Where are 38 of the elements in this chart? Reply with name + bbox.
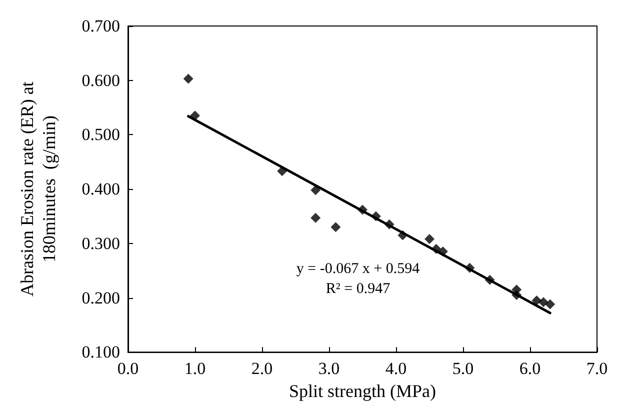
point <box>277 166 288 176</box>
x-tick-label: 1.0 <box>184 359 206 378</box>
y-tick-label: 0.300 <box>82 234 120 253</box>
point <box>431 244 442 254</box>
point <box>512 290 522 300</box>
point <box>484 274 495 285</box>
x-tick-label: 2.0 <box>251 359 273 378</box>
y-tick-label: 0.500 <box>82 125 120 144</box>
point <box>538 297 548 308</box>
x-tick-label: 5.0 <box>452 359 474 378</box>
y-tick-label: 0.700 <box>82 16 120 36</box>
point <box>438 246 448 257</box>
x-tick-label: 4.0 <box>385 359 407 378</box>
point <box>532 295 542 306</box>
point <box>330 222 341 232</box>
point <box>370 211 381 222</box>
y-tick-label: 0.600 <box>82 70 120 90</box>
x-tick-label: 3.0 <box>318 359 340 378</box>
point <box>464 262 475 273</box>
y-tick-label: 0.100 <box>82 342 120 362</box>
x-axis-title: Split strength (MPa) <box>289 381 436 401</box>
x-tick-label: 7.0 <box>586 359 608 378</box>
point <box>310 212 321 223</box>
point <box>310 185 321 196</box>
point <box>190 110 200 121</box>
y-tick-label: 0.400 <box>82 180 120 199</box>
y-tick-label: 0.200 <box>82 288 120 308</box>
point <box>384 219 394 230</box>
x-tick-label: 6.0 <box>519 359 541 378</box>
y-axis-title: Abrasion Erosion rate (ER) at 180minutes (g/min) <box>17 82 59 297</box>
x-tick-label: 0.0 <box>117 359 139 378</box>
point <box>398 230 408 240</box>
point <box>358 204 368 215</box>
annotation: R² = 0.947 <box>326 281 391 297</box>
annotation: y = -0.067 x + 0.594 <box>296 261 420 277</box>
point <box>183 74 194 84</box>
point <box>424 234 434 244</box>
point <box>545 299 556 310</box>
